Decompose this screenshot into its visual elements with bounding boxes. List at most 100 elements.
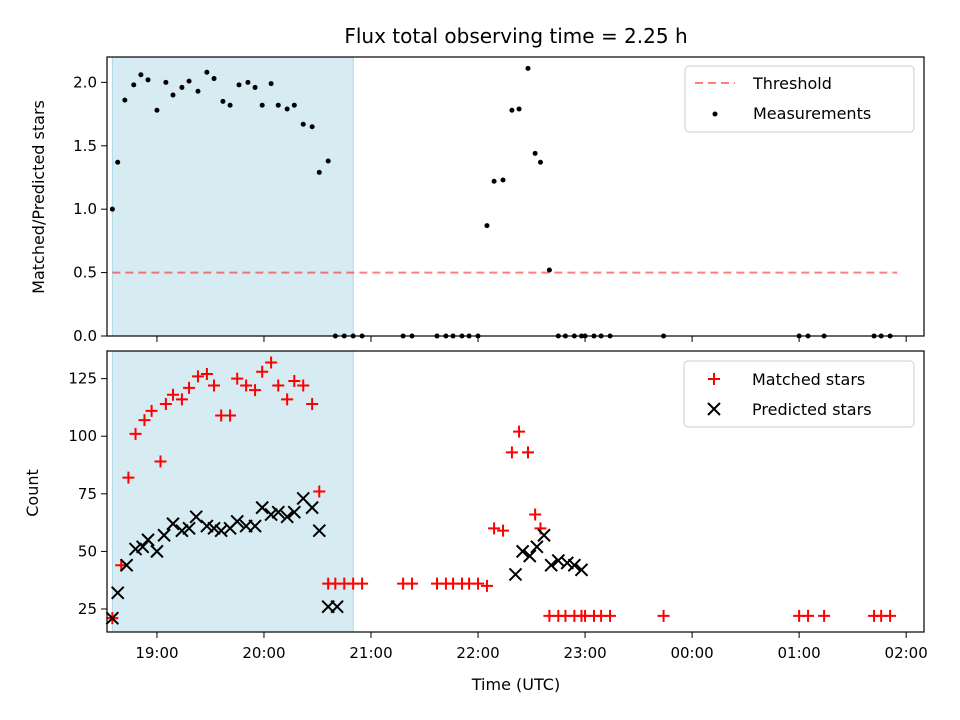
- x-tick-label: 23:00: [563, 644, 606, 662]
- ratio-panel: 0.00.51.01.52.0 Matched/Predicted stars …: [29, 56, 925, 345]
- measurement-point: [179, 84, 185, 90]
- measurement-point: [220, 98, 226, 104]
- matched-star-marker: [145, 404, 158, 417]
- measurement-point: [145, 77, 151, 83]
- measurement-point: [170, 92, 176, 98]
- ratio-y-axis-label: Matched/Predicted stars: [29, 100, 48, 294]
- measurement-point: [154, 107, 160, 113]
- matched-star-marker: [356, 577, 369, 590]
- predicted-star-marker: [189, 510, 203, 524]
- x-tick-label: 22:00: [456, 644, 499, 662]
- observing-window-shade: [111, 56, 354, 337]
- predicted-star-marker: [105, 611, 120, 625]
- measurement-point: [516, 106, 522, 112]
- ratio-y-axis-ticks: 0.0 0.5 1.0 1.5 2.0: [73, 73, 107, 345]
- matched-star-marker: [138, 414, 151, 427]
- observing-window-shade: [111, 350, 354, 633]
- predicted-star-marker: [166, 517, 180, 531]
- measurement-point: [484, 223, 490, 229]
- matched-star-marker: [497, 524, 510, 537]
- measurement-point: [525, 65, 531, 71]
- matched-star-marker: [306, 397, 319, 410]
- predicted-star-marker: [287, 505, 302, 519]
- measurement-point: [236, 82, 242, 88]
- matched-star-marker: [472, 577, 485, 590]
- predicted-star-marker: [544, 558, 558, 572]
- measurement-point: [122, 97, 128, 103]
- matched-star-marker: [604, 609, 617, 622]
- predicted-star-marker: [207, 521, 221, 536]
- x-tick-label: 00:00: [670, 644, 713, 662]
- measurement-point: [268, 81, 274, 87]
- matched-star-marker: [297, 379, 310, 392]
- matched-star-marker: [657, 609, 670, 622]
- predicted-star-marker: [312, 523, 326, 538]
- threshold-legend-label: Threshold: [752, 74, 832, 93]
- measurement-point: [186, 78, 192, 84]
- matched-star-marker: [313, 485, 326, 498]
- y-tick-label: 50: [78, 542, 97, 560]
- matched-star-marker: [529, 508, 542, 521]
- predicted-legend-swatch: [707, 402, 721, 416]
- measurement-point: [325, 158, 331, 164]
- measurement-point: [115, 159, 121, 165]
- measurement-point: [491, 178, 497, 184]
- predicted-star-marker: [523, 549, 537, 563]
- predicted-star-marker: [119, 558, 134, 572]
- matched-star-marker: [406, 577, 419, 590]
- measurement-point: [300, 121, 306, 127]
- measurement-point: [546, 267, 552, 273]
- count-legend[interactable]: Matched stars Predicted stars: [683, 360, 915, 428]
- predicted-star-marker: [508, 567, 523, 582]
- predicted-star-marker: [175, 523, 189, 538]
- matched-star-marker: [249, 384, 262, 397]
- matched-star-marker: [224, 409, 237, 422]
- predicted-star-marker: [537, 528, 551, 542]
- measurement-point: [227, 102, 233, 108]
- predicted-star-marker: [574, 563, 589, 577]
- predicted-star-marker: [255, 500, 269, 515]
- measurement-point: [509, 107, 515, 113]
- matched-star-marker: [122, 471, 135, 484]
- matched-star-marker: [272, 379, 285, 392]
- x-tick-label: 21:00: [349, 644, 392, 662]
- measurement-point: [291, 102, 297, 108]
- measurement-point: [211, 76, 217, 82]
- ratio-legend[interactable]: Threshold Measurements: [684, 65, 915, 133]
- matched-legend-swatch: [708, 373, 720, 385]
- measurements-legend-swatch: [712, 111, 718, 117]
- matched-star-marker: [159, 397, 172, 410]
- predicted-star-marker: [560, 556, 574, 570]
- matched-star-marker: [256, 365, 269, 378]
- matched-star-marker: [281, 393, 294, 406]
- matched-star-marker: [175, 393, 188, 406]
- predicted-star-marker: [530, 540, 544, 554]
- y-tick-label: 1.5: [73, 137, 97, 155]
- predicted-stars-points: [105, 491, 589, 625]
- ratio-legend-box: [684, 65, 915, 133]
- matched-star-marker: [288, 374, 301, 387]
- matched-star-marker: [265, 356, 278, 369]
- ratio-panel-frame: [106, 56, 925, 337]
- count-legend-box: [683, 360, 915, 428]
- count-y-axis-label: Count: [23, 469, 42, 517]
- matched-stars-points: [106, 356, 897, 625]
- matched-legend-label: Matched stars: [752, 370, 865, 389]
- predicted-star-marker: [200, 519, 214, 533]
- x-axis-label: Time (UTC): [471, 675, 560, 694]
- matched-star-marker: [183, 381, 196, 394]
- matched-star-marker: [191, 370, 204, 383]
- predicted-star-marker: [141, 533, 155, 547]
- measurement-point: [537, 159, 543, 165]
- x-tick-label: 01:00: [778, 644, 821, 662]
- y-tick-label: 100: [68, 427, 97, 445]
- matched-star-marker: [488, 522, 501, 535]
- predicted-star-marker: [150, 544, 164, 559]
- matched-star-marker: [208, 379, 221, 392]
- chart-title: Flux total observing time = 2.25 h: [344, 24, 687, 48]
- measurement-point: [275, 102, 281, 108]
- predicted-star-marker: [157, 528, 171, 542]
- y-tick-label: 0.5: [73, 264, 97, 282]
- y-tick-label: 0.0: [73, 327, 97, 345]
